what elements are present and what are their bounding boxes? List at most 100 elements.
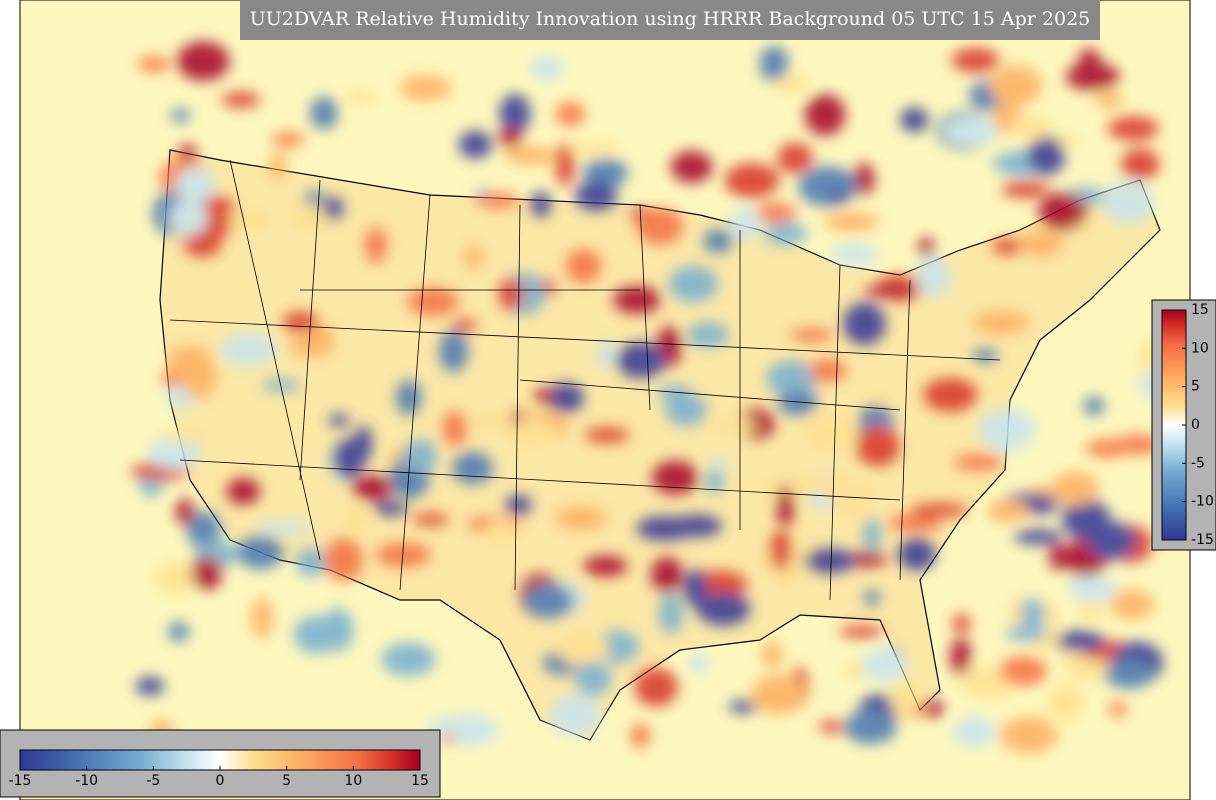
field-blob: [451, 452, 494, 485]
field-blob: [177, 144, 198, 161]
field-blob: [803, 548, 856, 574]
field-blob: [862, 517, 882, 552]
field-blob: [342, 505, 370, 533]
field-blob: [381, 642, 436, 677]
field-blob: [296, 548, 327, 577]
field-blob: [1107, 116, 1159, 141]
field-blob: [558, 631, 609, 667]
field-blob: [864, 285, 918, 298]
field-blob: [861, 648, 908, 683]
field-blob: [950, 637, 972, 676]
field-blob: [972, 348, 998, 363]
vertical-colorbar-tick-label: -10: [1191, 494, 1214, 510]
field-blob: [658, 592, 683, 634]
horizontal-colorbar-tick-label: 5: [282, 773, 291, 789]
field-blob: [412, 513, 449, 526]
field-blob: [798, 166, 857, 207]
field-blob: [475, 192, 520, 208]
horizontal-colorbar-tick-label: 10: [344, 773, 362, 789]
field-blob: [863, 589, 881, 606]
field-blob: [808, 359, 847, 383]
field-blob: [831, 242, 879, 266]
field-blob: [464, 245, 484, 270]
field-blob: [250, 597, 274, 639]
field-blob: [1083, 396, 1105, 416]
field-blob: [180, 355, 217, 399]
field-blob: [1108, 702, 1127, 717]
field-blob: [226, 477, 261, 505]
vertical-colorbar-tick-label: 0: [1191, 417, 1200, 433]
field-blob: [328, 413, 350, 427]
field-blob: [869, 391, 888, 407]
field-blob: [402, 439, 438, 473]
field-blob: [951, 47, 1000, 73]
field-blob: [1095, 91, 1123, 109]
field-blob: [596, 338, 615, 370]
field-blob: [696, 592, 751, 626]
field-blob: [498, 278, 524, 311]
field-blob: [923, 377, 978, 412]
field-blob: [1085, 439, 1129, 458]
field-blob: [687, 653, 710, 674]
field-blob: [442, 410, 468, 446]
field-blob: [1027, 136, 1066, 176]
field-blob: [952, 613, 971, 634]
field-blob: [556, 505, 607, 531]
field-blob: [1001, 180, 1050, 198]
field-blob: [843, 710, 897, 744]
field-blob: [169, 346, 212, 359]
field-blob: [1018, 231, 1065, 257]
field-blob: [458, 130, 493, 159]
field-blob: [776, 484, 795, 527]
field-blob: [1049, 542, 1066, 571]
field-blob: [789, 328, 834, 342]
field-blob: [439, 330, 469, 373]
field-blob: [953, 454, 1003, 471]
field-blob: [1013, 529, 1063, 545]
vertical-colorbar-tick-label: -5: [1191, 455, 1205, 471]
field-blob: [137, 56, 172, 72]
field-blob: [549, 693, 602, 737]
field-blob: [759, 45, 789, 83]
field-blob: [1005, 625, 1049, 641]
field-blob: [271, 132, 306, 147]
field-blob: [255, 521, 312, 535]
map-area: [20, 0, 1190, 800]
field-blob: [498, 127, 523, 148]
field-blob: [636, 208, 684, 245]
field-blob: [1011, 114, 1052, 140]
field-blob: [804, 94, 846, 136]
field-blob: [186, 510, 221, 549]
field-blob: [147, 436, 200, 469]
field-blob: [555, 142, 575, 187]
title-box: [240, 0, 1100, 40]
field-blob: [769, 530, 793, 571]
field-blob: [838, 625, 885, 638]
field-blob: [613, 286, 661, 314]
field-blob: [523, 583, 575, 619]
field-blob: [1056, 629, 1105, 653]
field-blob: [262, 379, 301, 392]
field-blob: [503, 146, 558, 166]
field-blob: [766, 360, 818, 396]
field-blob: [651, 460, 699, 495]
field-blob: [924, 699, 944, 718]
field-blob: [530, 191, 551, 218]
field-blob: [375, 542, 431, 568]
field-blob: [1080, 594, 1102, 624]
field-blob: [452, 319, 477, 332]
field-blob: [999, 716, 1058, 754]
horizontal-colorbar-tick-label: -10: [75, 773, 98, 789]
field-blob: [728, 700, 758, 714]
field-blob: [989, 65, 1043, 106]
field-blob: [309, 96, 338, 130]
field-blob: [324, 537, 363, 582]
field-blob: [1120, 148, 1160, 181]
horizontal-colorbar-tick-label: 0: [216, 773, 225, 789]
field-blob: [176, 41, 230, 81]
field-blob: [751, 674, 805, 715]
field-blob: [831, 189, 848, 204]
field-blob: [399, 75, 452, 101]
field-blob: [583, 555, 628, 577]
field-blob: [1087, 521, 1137, 560]
